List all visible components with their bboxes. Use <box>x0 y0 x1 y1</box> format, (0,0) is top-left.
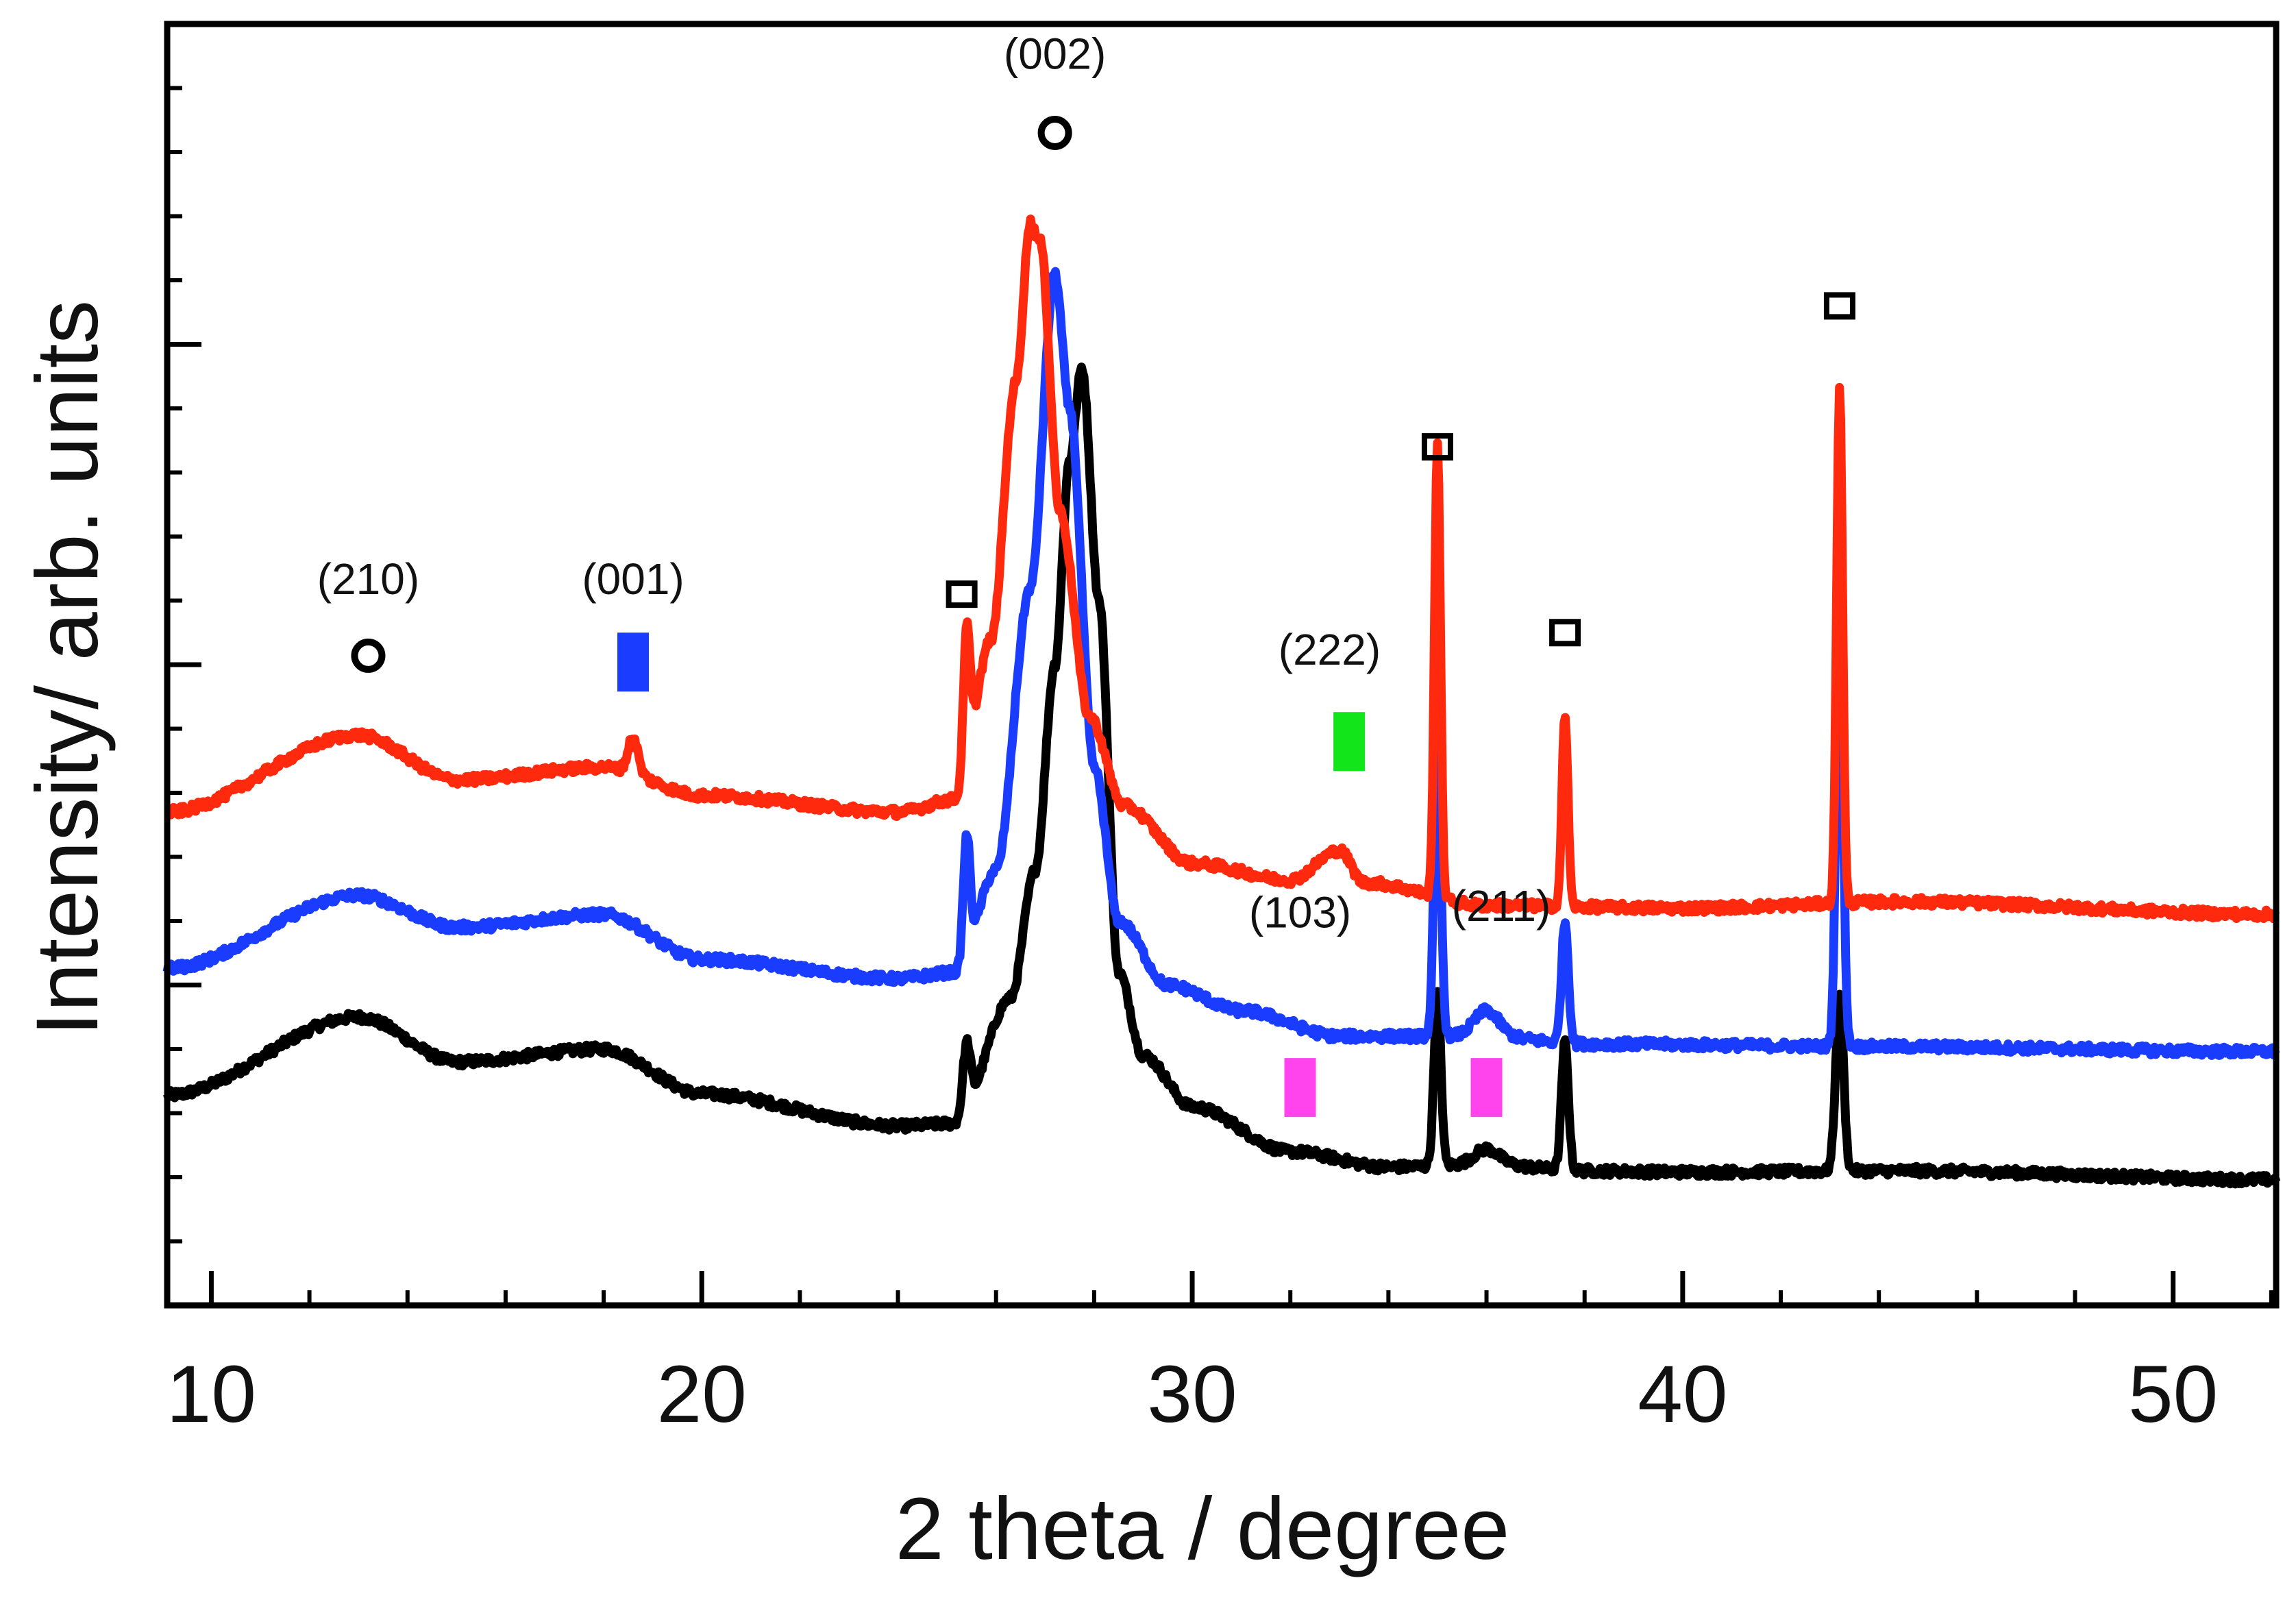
peak-label-4: (103) <box>1249 887 1351 937</box>
phase-marker-bar-9 <box>1470 1058 1503 1118</box>
series-red-line <box>164 214 2280 924</box>
phase-marker-square-3 <box>1421 433 1453 461</box>
x-tick-label-50: 50 <box>2128 1349 2218 1440</box>
x-tick-label-20: 20 <box>657 1349 747 1440</box>
axes-layer: 10 20 30 40 50 <box>164 21 2280 1440</box>
phase-marker-square-4 <box>1549 619 1581 647</box>
phase-marker-square-2 <box>946 580 978 608</box>
y-axis-title: Intensity/ arb. units <box>18 300 116 1036</box>
annotations-layer: (210) (001) (002) (222) (103) (211) <box>317 29 1551 937</box>
markers-layer <box>351 115 1855 1118</box>
phase-marker-square-5 <box>1823 292 1855 320</box>
peak-label-5: (211) <box>1452 881 1551 931</box>
x-tick-label-30: 30 <box>1147 1349 1237 1440</box>
x-axis-title: 2 theta / degree <box>896 1480 1510 1578</box>
peak-label-3: (222) <box>1279 625 1381 674</box>
phase-marker-circle-1 <box>1037 115 1072 150</box>
peak-label-0: (210) <box>317 554 419 604</box>
peak-label-1: (001) <box>582 554 684 604</box>
phase-marker-circle-0 <box>351 638 386 673</box>
phase-marker-bar-7 <box>1333 712 1366 772</box>
peak-label-2: (002) <box>1004 29 1106 78</box>
series-black-line <box>162 362 2281 1189</box>
phase-marker-bar-6 <box>617 632 650 692</box>
phase-marker-bar-8 <box>1284 1058 1316 1118</box>
x-tick-label-40: 40 <box>1638 1349 1727 1440</box>
series-blue-line <box>162 267 2280 1060</box>
traces-layer <box>162 214 2281 1189</box>
x-tick-label-10: 10 <box>166 1349 256 1440</box>
